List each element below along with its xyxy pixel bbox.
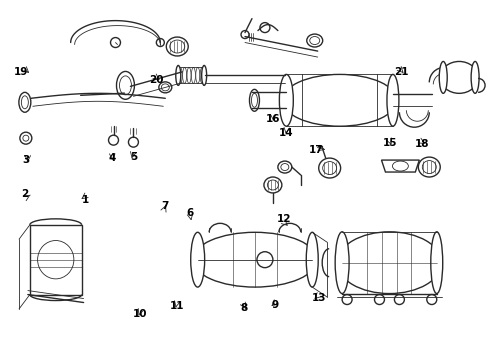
Text: 6: 6 [187, 208, 194, 218]
Polygon shape [30, 225, 82, 294]
Ellipse shape [279, 75, 294, 126]
Text: 9: 9 [271, 300, 279, 310]
Ellipse shape [161, 84, 169, 91]
Text: 18: 18 [415, 139, 429, 149]
Ellipse shape [166, 37, 188, 56]
Ellipse shape [268, 180, 278, 190]
Text: 20: 20 [149, 75, 163, 85]
Text: 10: 10 [133, 310, 147, 319]
Ellipse shape [251, 93, 257, 107]
Ellipse shape [38, 240, 74, 279]
Ellipse shape [281, 163, 289, 171]
Text: 12: 12 [277, 215, 291, 224]
Text: 7: 7 [161, 201, 168, 211]
Ellipse shape [170, 40, 185, 53]
Ellipse shape [392, 161, 408, 171]
Circle shape [394, 294, 404, 305]
Ellipse shape [264, 177, 282, 193]
Ellipse shape [192, 67, 196, 84]
Text: 11: 11 [170, 301, 184, 311]
Text: 17: 17 [309, 144, 323, 154]
Text: 13: 13 [312, 293, 326, 303]
Ellipse shape [202, 66, 207, 85]
Ellipse shape [159, 82, 172, 93]
Circle shape [374, 294, 385, 305]
Ellipse shape [307, 34, 323, 47]
Ellipse shape [249, 89, 259, 111]
Ellipse shape [22, 96, 28, 109]
Ellipse shape [310, 37, 319, 45]
Ellipse shape [422, 161, 436, 174]
Circle shape [342, 294, 352, 305]
Ellipse shape [439, 62, 447, 93]
Text: 1: 1 [82, 195, 89, 205]
Ellipse shape [323, 162, 337, 175]
Text: 16: 16 [266, 114, 281, 124]
Ellipse shape [120, 76, 131, 95]
Ellipse shape [440, 62, 478, 93]
Text: 5: 5 [130, 152, 138, 162]
Text: 21: 21 [394, 67, 409, 77]
Ellipse shape [337, 232, 442, 293]
Ellipse shape [193, 232, 317, 287]
Ellipse shape [117, 71, 134, 99]
Ellipse shape [306, 232, 318, 287]
Ellipse shape [418, 157, 440, 177]
Ellipse shape [187, 67, 191, 84]
Ellipse shape [387, 75, 399, 126]
Text: 14: 14 [279, 128, 294, 138]
Text: 3: 3 [23, 155, 30, 165]
Ellipse shape [318, 158, 341, 178]
Ellipse shape [471, 62, 479, 93]
Ellipse shape [431, 232, 443, 293]
Polygon shape [382, 160, 419, 172]
Ellipse shape [178, 67, 182, 84]
Ellipse shape [278, 161, 292, 173]
Text: 15: 15 [383, 139, 398, 148]
Text: 8: 8 [241, 303, 247, 314]
Text: 4: 4 [109, 153, 116, 163]
Ellipse shape [196, 67, 200, 84]
Ellipse shape [200, 67, 204, 84]
Ellipse shape [19, 92, 31, 112]
Ellipse shape [183, 67, 187, 84]
Ellipse shape [176, 66, 181, 85]
Ellipse shape [335, 232, 349, 293]
Circle shape [427, 294, 437, 305]
Text: 19: 19 [14, 67, 28, 77]
Ellipse shape [191, 232, 205, 287]
Text: 2: 2 [21, 189, 28, 199]
Ellipse shape [282, 75, 397, 126]
